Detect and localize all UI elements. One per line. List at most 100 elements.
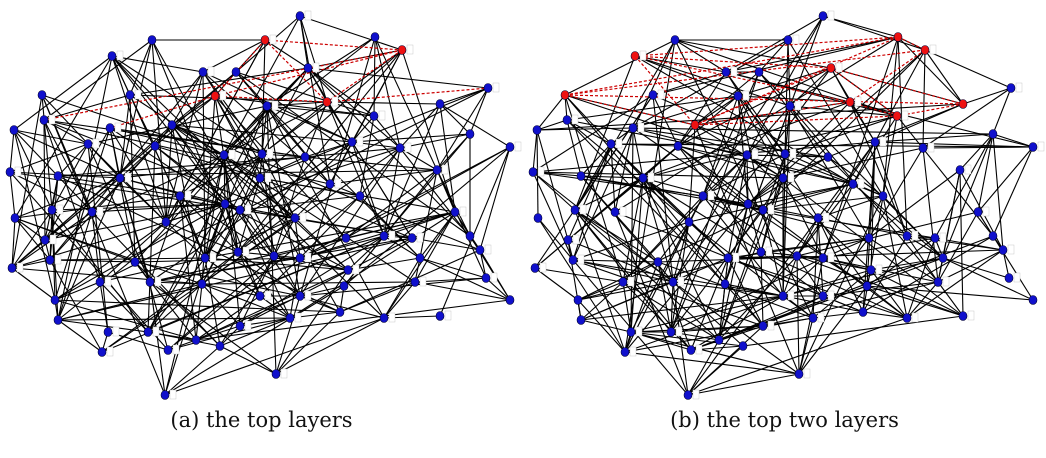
node-tag	[404, 142, 412, 153]
node	[933, 276, 950, 287]
edge	[906, 281, 939, 319]
highlight-edge	[564, 94, 696, 126]
node	[733, 90, 750, 101]
edge	[57, 143, 89, 177]
node	[918, 142, 935, 153]
node	[5, 166, 22, 177]
edge	[688, 221, 814, 319]
edge	[147, 145, 156, 333]
node-tag	[692, 389, 700, 400]
edge	[165, 221, 206, 259]
edge	[13, 129, 89, 145]
edge	[351, 133, 471, 143]
highlight-node	[397, 44, 414, 55]
edge	[266, 105, 375, 117]
edge	[702, 15, 824, 197]
edge	[798, 285, 868, 375]
edge	[674, 39, 814, 319]
highlight-edge	[43, 49, 403, 121]
edge	[9, 171, 93, 213]
node	[300, 152, 310, 162]
node	[285, 312, 302, 323]
node	[150, 141, 160, 151]
edge	[204, 177, 261, 259]
node	[862, 281, 872, 291]
highlight-node	[893, 32, 903, 42]
edge	[165, 221, 239, 253]
node	[262, 100, 279, 111]
edge	[782, 147, 924, 179]
edge	[237, 183, 331, 253]
edge	[727, 154, 748, 259]
node-tag	[184, 190, 192, 201]
edge	[165, 39, 266, 223]
node-tag	[742, 90, 750, 101]
edge	[202, 71, 331, 185]
edge	[737, 95, 749, 205]
edge	[164, 285, 345, 396]
edge	[171, 71, 204, 126]
node	[83, 138, 100, 149]
edge	[727, 257, 764, 327]
edge	[109, 127, 225, 156]
edge	[536, 119, 568, 131]
edge	[411, 237, 481, 251]
node	[666, 326, 683, 337]
edge	[164, 203, 226, 396]
node-tag	[695, 344, 703, 355]
edge	[373, 115, 401, 149]
highlight-edge	[694, 36, 899, 126]
edge	[574, 177, 644, 211]
edge	[760, 237, 870, 253]
node-tag	[352, 264, 360, 275]
node	[955, 164, 972, 175]
edge	[758, 39, 789, 73]
node	[9, 125, 19, 135]
node-tag	[967, 310, 975, 321]
edge	[670, 71, 760, 333]
edge	[469, 87, 489, 135]
node	[864, 233, 874, 243]
highlight-edge	[634, 55, 851, 103]
edge	[992, 146, 1034, 237]
node	[465, 129, 475, 139]
node	[290, 212, 307, 223]
node-tag	[875, 264, 883, 275]
highlight-edge	[564, 94, 964, 105]
edge	[339, 249, 481, 313]
edge	[577, 281, 624, 301]
node	[175, 190, 192, 201]
edge	[54, 299, 197, 341]
edge	[580, 143, 612, 177]
edge	[399, 133, 471, 149]
node	[848, 178, 865, 189]
edge	[14, 217, 203, 285]
node-tag	[112, 326, 120, 337]
highlight-edge	[326, 49, 403, 103]
edge	[436, 169, 487, 279]
node	[758, 320, 775, 331]
edge	[299, 15, 331, 185]
edge	[798, 317, 814, 375]
edge	[874, 141, 1034, 148]
node	[1028, 141, 1045, 152]
edge	[924, 49, 1012, 89]
edge	[849, 101, 876, 143]
node	[347, 136, 364, 147]
edge	[49, 175, 59, 261]
edge	[214, 71, 237, 97]
edge	[566, 95, 739, 121]
edge	[694, 124, 800, 375]
node	[988, 231, 998, 241]
edge	[54, 299, 341, 313]
edge	[796, 217, 819, 257]
edge	[373, 36, 376, 117]
edge	[868, 147, 924, 239]
edge	[822, 257, 868, 287]
edge	[329, 169, 438, 185]
edge	[129, 39, 153, 96]
highlight-edge	[694, 115, 898, 126]
highlight-node	[690, 120, 700, 130]
edge	[690, 257, 729, 351]
edge	[622, 281, 632, 333]
